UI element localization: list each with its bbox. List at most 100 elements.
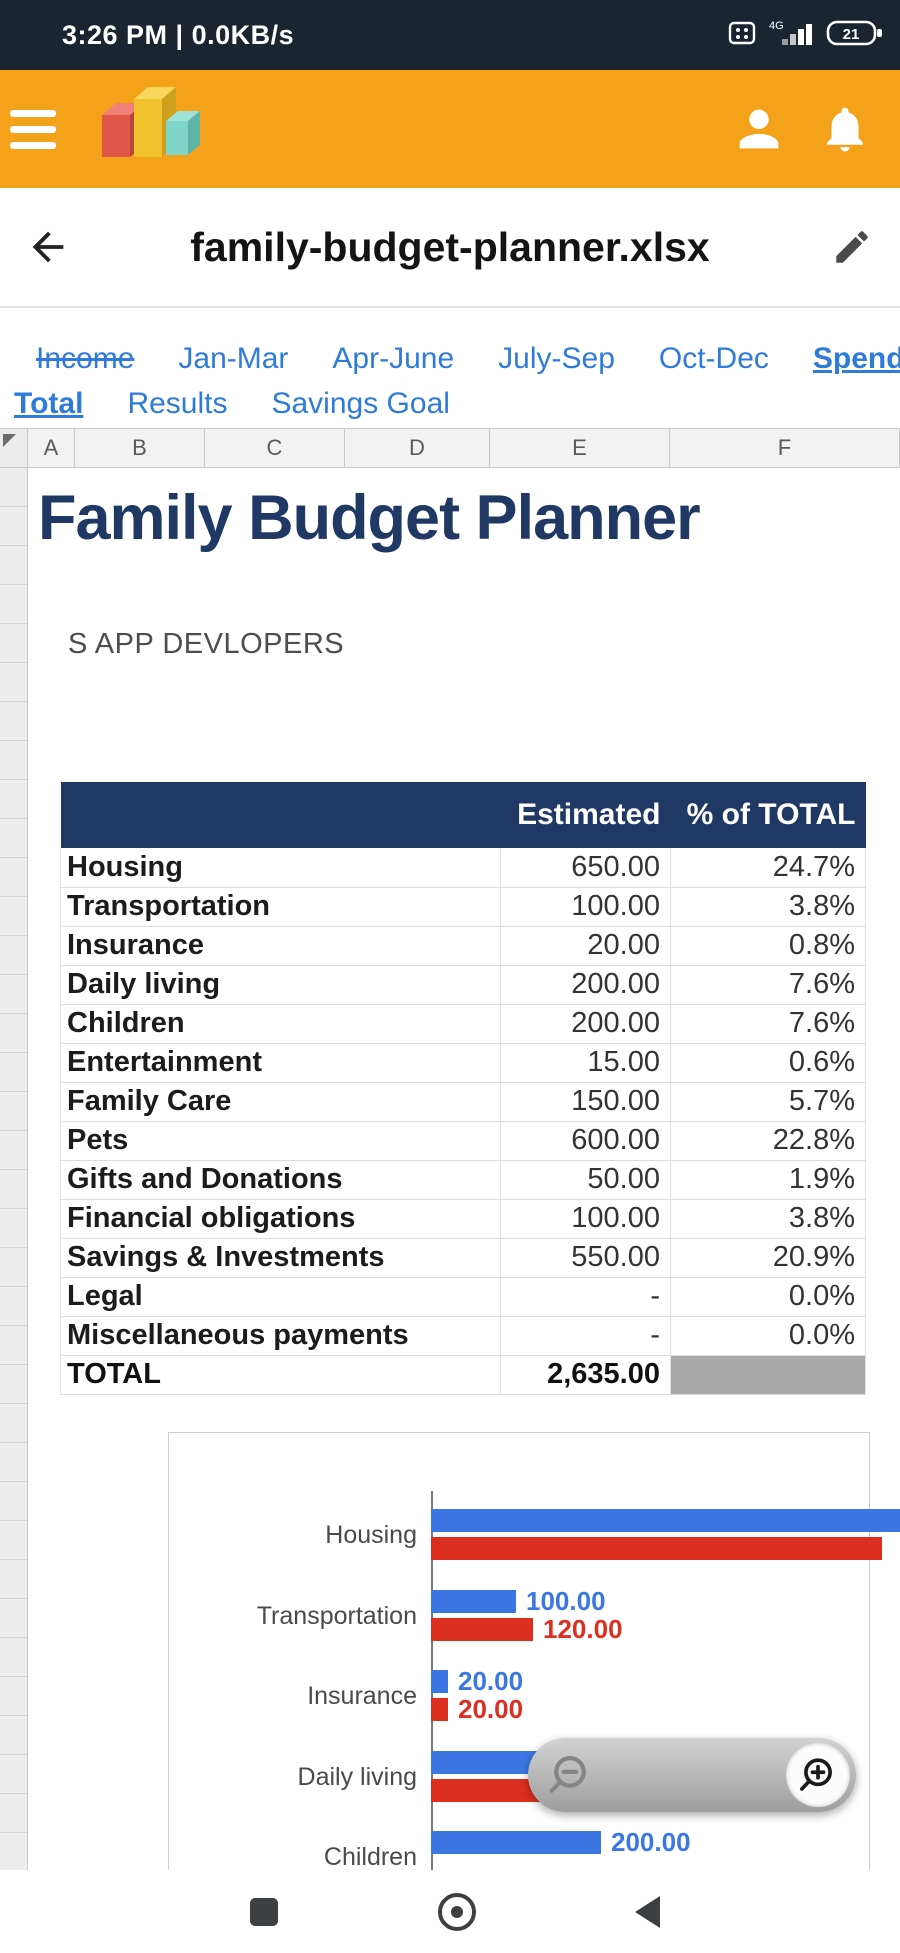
estimated-cell[interactable]: - bbox=[500, 1277, 671, 1317]
profile-button[interactable] bbox=[716, 86, 802, 172]
column-header-b[interactable]: B bbox=[75, 429, 205, 467]
table-row: Family Care 150.00 5.7% bbox=[60, 1082, 866, 1122]
category-cell[interactable]: Children bbox=[60, 1004, 501, 1044]
zoom-control[interactable] bbox=[528, 1738, 856, 1812]
chart-category-label: Housing bbox=[325, 1521, 417, 1549]
category-cell[interactable]: Financial obligations bbox=[60, 1199, 501, 1239]
column-header-c[interactable]: C bbox=[205, 429, 345, 467]
percent-cell[interactable]: 3.8% bbox=[670, 887, 866, 927]
sheet-tab-row-2: Total Results Savings Goal bbox=[0, 381, 900, 426]
home-icon[interactable] bbox=[437, 1892, 476, 1931]
sheet-tab-results[interactable]: Results bbox=[127, 387, 228, 420]
category-cell[interactable]: Gifts and Donations bbox=[60, 1160, 501, 1200]
arrow-back-icon bbox=[32, 231, 64, 263]
percent-cell[interactable]: 24.7% bbox=[670, 848, 866, 888]
column-header-d[interactable]: D bbox=[345, 429, 490, 467]
category-cell[interactable]: Family Care bbox=[60, 1082, 501, 1122]
status-icons: 4G 21 bbox=[728, 18, 884, 53]
chart-value-label: 100.00 bbox=[526, 1586, 606, 1616]
category-cell[interactable]: Legal bbox=[60, 1277, 501, 1317]
percent-cell[interactable]: 20.9% bbox=[670, 1238, 866, 1278]
percent-cell[interactable]: 0.0% bbox=[670, 1277, 866, 1317]
menu-icon[interactable] bbox=[10, 109, 76, 149]
estimated-cell[interactable]: 650.00 bbox=[500, 848, 671, 888]
chart-bar-red bbox=[431, 1698, 448, 1721]
estimated-cell[interactable]: - bbox=[500, 1316, 671, 1356]
chart-category-label: Children bbox=[323, 1843, 417, 1870]
sheet-title: Family Budget Planner bbox=[38, 483, 701, 553]
notifications-button[interactable] bbox=[802, 86, 888, 172]
status-time-speed: 3:26 PM | 0.0KB/s bbox=[62, 19, 295, 50]
sheet-tab-total[interactable]: Total bbox=[14, 387, 84, 420]
back-nav-icon[interactable] bbox=[635, 1895, 660, 1928]
signal-strength-icon: 4G bbox=[768, 18, 814, 53]
edit-button[interactable] bbox=[804, 226, 900, 268]
column-header-f[interactable]: F bbox=[670, 429, 900, 467]
column-header-e[interactable]: E bbox=[490, 429, 670, 467]
percent-cell[interactable]: 7.6% bbox=[670, 965, 866, 1005]
sheet-tab-income[interactable]: Income bbox=[36, 342, 135, 375]
estimated-cell[interactable]: 20.00 bbox=[500, 926, 671, 966]
table-total-row[interactable]: TOTAL 2,635.00 bbox=[60, 1355, 866, 1395]
table-row: Miscellaneous payments -0.0% bbox=[60, 1316, 866, 1356]
bell-icon bbox=[827, 107, 863, 152]
sheet-subtitle: S APP DEVLOPERS bbox=[68, 628, 345, 660]
person-icon bbox=[739, 109, 779, 149]
category-cell[interactable]: Miscellaneous payments bbox=[60, 1316, 501, 1356]
total-estimated-cell[interactable]: 2,635.00 bbox=[500, 1355, 671, 1395]
sheet-tab-jan-mar[interactable]: Jan-Mar bbox=[178, 342, 289, 375]
select-all-corner[interactable] bbox=[0, 429, 28, 467]
percent-cell[interactable]: 3.8% bbox=[670, 1199, 866, 1239]
pencil-icon bbox=[836, 231, 868, 263]
estimated-cell[interactable]: 100.00 bbox=[500, 887, 671, 927]
estimated-cell[interactable]: 15.00 bbox=[500, 1043, 671, 1083]
estimated-cell[interactable]: 200.00 bbox=[500, 965, 671, 1005]
estimated-cell[interactable]: 100.00 bbox=[500, 1199, 671, 1239]
category-cell[interactable]: Housing bbox=[60, 848, 501, 888]
percent-cell[interactable]: 0.0% bbox=[670, 1316, 866, 1356]
table-row: Insurance 20.00 0.8% bbox=[60, 926, 866, 966]
sheet-tab-oct-dec[interactable]: Oct-Dec bbox=[658, 342, 769, 375]
file-title-bar: family-budget-planner.xlsx bbox=[0, 188, 900, 308]
estimated-cell[interactable]: 550.00 bbox=[500, 1238, 671, 1278]
estimated-cell[interactable]: 150.00 bbox=[500, 1082, 671, 1122]
category-cell[interactable]: Transportation bbox=[60, 887, 501, 927]
chart-value-label: 20.00 bbox=[458, 1694, 524, 1724]
percent-cell[interactable]: 5.7% bbox=[670, 1082, 866, 1122]
zoom-out-button[interactable] bbox=[544, 1749, 596, 1801]
status-bar: 3:26 PM | 0.0KB/s 4G bbox=[0, 0, 900, 70]
category-cell[interactable]: Daily living bbox=[60, 965, 501, 1005]
estimated-cell[interactable]: 50.00 bbox=[500, 1160, 671, 1200]
category-cell[interactable]: Savings & Investments bbox=[60, 1238, 501, 1278]
category-cell[interactable]: Insurance bbox=[60, 926, 501, 966]
chart-bar-blue bbox=[431, 1590, 516, 1613]
category-cell[interactable]: Entertainment bbox=[60, 1043, 501, 1083]
table-row: Transportation 100.00 3.8% bbox=[60, 887, 866, 927]
table-header-empty bbox=[60, 782, 501, 848]
category-cell[interactable]: Pets bbox=[60, 1121, 501, 1161]
app-bar bbox=[0, 70, 900, 188]
percent-cell[interactable]: 0.6% bbox=[670, 1043, 866, 1083]
table-row: Savings & Investments 550.00 20.9% bbox=[60, 1238, 866, 1278]
estimated-cell[interactable]: 600.00 bbox=[500, 1121, 671, 1161]
percent-cell[interactable]: 1.9% bbox=[670, 1160, 866, 1200]
sheet-tab-row-1: Income Jan-Mar Apr-June July-Sep Oct-Dec Spen… bbox=[0, 336, 900, 381]
estimated-cell[interactable]: 200.00 bbox=[500, 1004, 671, 1044]
recents-icon[interactable] bbox=[250, 1897, 278, 1926]
zoom-in-button[interactable] bbox=[786, 1743, 850, 1807]
percent-cell[interactable]: 7.6% bbox=[670, 1004, 866, 1044]
table-row: Legal -0.0% bbox=[60, 1277, 866, 1317]
percent-cell[interactable]: 22.8% bbox=[670, 1121, 866, 1161]
sheet-tab-spending[interactable]: Spending bbox=[812, 342, 900, 375]
percent-cell[interactable]: 0.8% bbox=[670, 926, 866, 966]
sheet-body[interactable]: Family Budget Planner S APP DEVLOPERS Es… bbox=[0, 468, 900, 1870]
back-button[interactable] bbox=[0, 224, 96, 270]
total-label-cell[interactable]: TOTAL bbox=[60, 1355, 501, 1395]
total-percent-cell[interactable] bbox=[670, 1355, 866, 1395]
column-header-a[interactable]: A bbox=[28, 429, 75, 467]
chart-bar-red bbox=[431, 1618, 533, 1641]
sheet-tab-apr-june[interactable]: Apr-June bbox=[332, 342, 455, 375]
sheet-tab-july-sep[interactable]: July-Sep bbox=[498, 342, 615, 375]
sheet-tab-savings-goal[interactable]: Savings Goal bbox=[271, 387, 450, 420]
